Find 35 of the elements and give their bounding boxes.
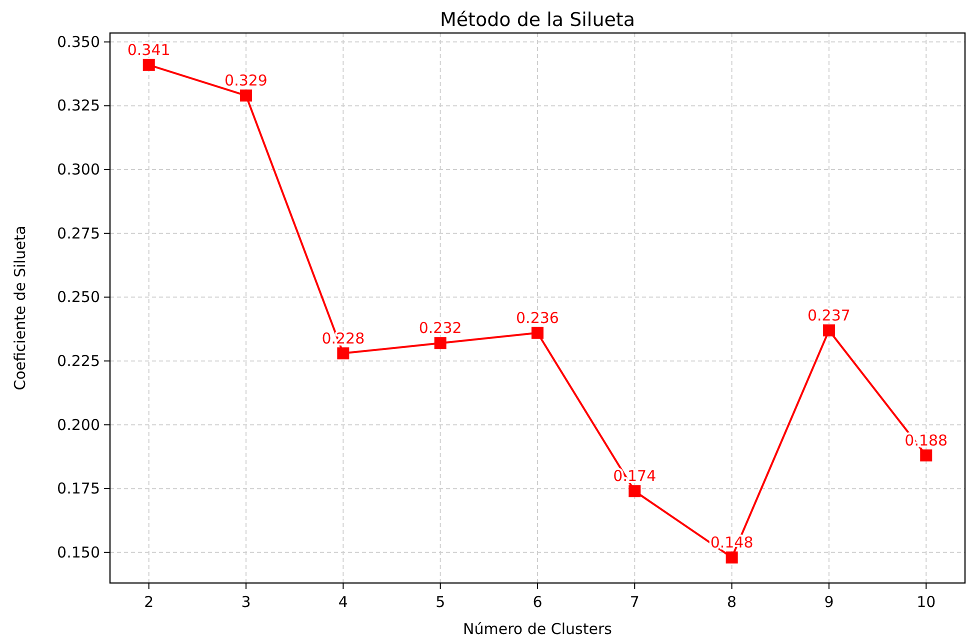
data-label: 0.236 (516, 308, 559, 327)
point (920, 449, 932, 462)
point (240, 90, 252, 102)
chart-title: Método de la Silueta (440, 9, 636, 31)
data-label: 0.329 (224, 72, 268, 90)
y-tick-label: 0.225 (57, 352, 100, 370)
y-axis-title: Coeficiente de Silueta (11, 226, 29, 390)
y-tick-label: 0.275 (57, 224, 100, 242)
point (726, 551, 738, 564)
point (337, 347, 350, 360)
data-label: 0.232 (418, 319, 462, 338)
x-tick-label: 2 (144, 593, 154, 611)
point (628, 485, 641, 498)
y-tick-label: 0.350 (57, 32, 100, 51)
y-tick-label: 0.325 (57, 96, 100, 115)
x-tick-label: 10 (916, 593, 936, 611)
x-tick-label: 6 (532, 593, 542, 611)
x-tick-label: 3 (241, 593, 251, 611)
point (822, 324, 835, 336)
y-tick-label: 0.175 (57, 480, 100, 498)
x-axis-title: Número de Clusters (463, 620, 612, 638)
y-tick-label: 0.200 (57, 416, 100, 434)
x-tick-label: 9 (824, 593, 834, 611)
x-tick-label: 5 (436, 593, 446, 611)
y-tick-label: 0.300 (57, 160, 100, 179)
x-tick-label: 4 (338, 593, 348, 611)
y-tick-label: 0.150 (57, 543, 100, 562)
x-tick-label: 8 (727, 593, 737, 611)
point (142, 58, 155, 71)
point (532, 326, 544, 339)
point (434, 337, 446, 350)
y-tick-label: 0.250 (57, 288, 100, 306)
x-tick-label: 7 (630, 593, 640, 611)
data-label: 0.237 (808, 306, 850, 324)
data-label: 0.341 (127, 40, 170, 59)
